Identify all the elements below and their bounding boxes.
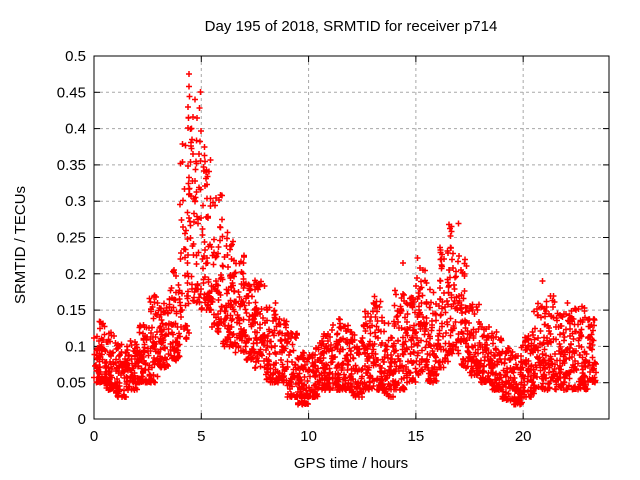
x-tick-label: 10 bbox=[300, 428, 317, 445]
tick-label-layer: 0 5 10 15 20 0 0.05 0.1 0.15 0.2 0.25 0.3 0.35 0.4 0.4… bbox=[57, 48, 532, 445]
y-tick-label: 0.15 bbox=[57, 302, 86, 319]
y-tick-label: 0 bbox=[78, 411, 86, 428]
data-point-layer bbox=[91, 71, 599, 408]
x-axis-label: GPS time / hours bbox=[294, 455, 408, 472]
y-tick-label: 0.3 bbox=[65, 193, 86, 210]
y-tick-label: 0.35 bbox=[57, 157, 86, 174]
x-tick-label: 0 bbox=[90, 428, 98, 445]
y-tick-label: 0.1 bbox=[65, 338, 86, 355]
data-points bbox=[91, 71, 599, 408]
x-tick-label: 15 bbox=[408, 428, 425, 445]
y-axis-label: SRMTID / TECUs bbox=[12, 186, 29, 304]
y-tick-label: 0.5 bbox=[65, 48, 86, 65]
x-tick-label: 20 bbox=[515, 428, 532, 445]
y-tick-label: 0.2 bbox=[65, 266, 86, 283]
x-tick-label: 5 bbox=[197, 428, 205, 445]
chart-title: Day 195 of 2018, SRMTID for receiver p71… bbox=[205, 18, 498, 35]
y-tick-label: 0.05 bbox=[57, 375, 86, 392]
y-tick-label: 0.25 bbox=[57, 230, 86, 247]
y-tick-label: 0.4 bbox=[65, 121, 86, 138]
y-tick-label: 0.45 bbox=[57, 84, 86, 101]
